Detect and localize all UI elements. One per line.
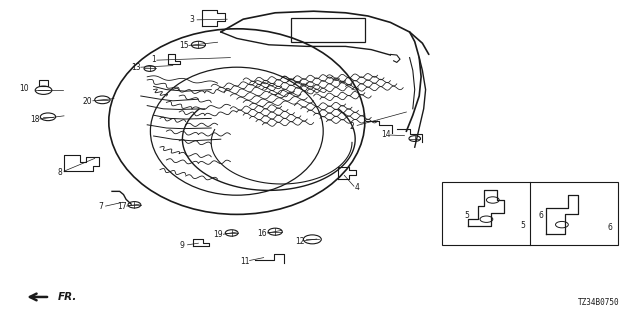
Text: 3: 3 (189, 15, 195, 24)
Text: 5: 5 (465, 211, 470, 220)
Text: 2: 2 (349, 122, 355, 131)
Text: 9: 9 (180, 241, 185, 250)
Bar (442, 182, 618, 245)
Text: 19: 19 (213, 230, 223, 239)
Text: 18: 18 (30, 115, 39, 124)
Text: 14: 14 (381, 130, 391, 139)
Text: 4: 4 (355, 183, 360, 192)
Text: 13: 13 (131, 63, 141, 72)
Text: 1: 1 (151, 55, 156, 64)
Text: 20: 20 (82, 97, 92, 106)
Text: 7: 7 (99, 202, 104, 211)
Text: FR.: FR. (58, 292, 77, 302)
Text: 6: 6 (608, 223, 613, 232)
Text: 17: 17 (116, 202, 127, 211)
Text: 16: 16 (257, 229, 268, 238)
Text: 6: 6 (538, 211, 543, 220)
Text: 15: 15 (179, 41, 189, 50)
Text: 8: 8 (57, 168, 62, 177)
Text: 5: 5 (520, 221, 525, 230)
Bar (291, 18, 365, 42)
Text: 10: 10 (19, 84, 29, 93)
Bar (39, 80, 48, 86)
Text: 11: 11 (240, 257, 249, 266)
Text: 12: 12 (295, 237, 304, 246)
Text: TZ34B0750: TZ34B0750 (577, 298, 620, 307)
